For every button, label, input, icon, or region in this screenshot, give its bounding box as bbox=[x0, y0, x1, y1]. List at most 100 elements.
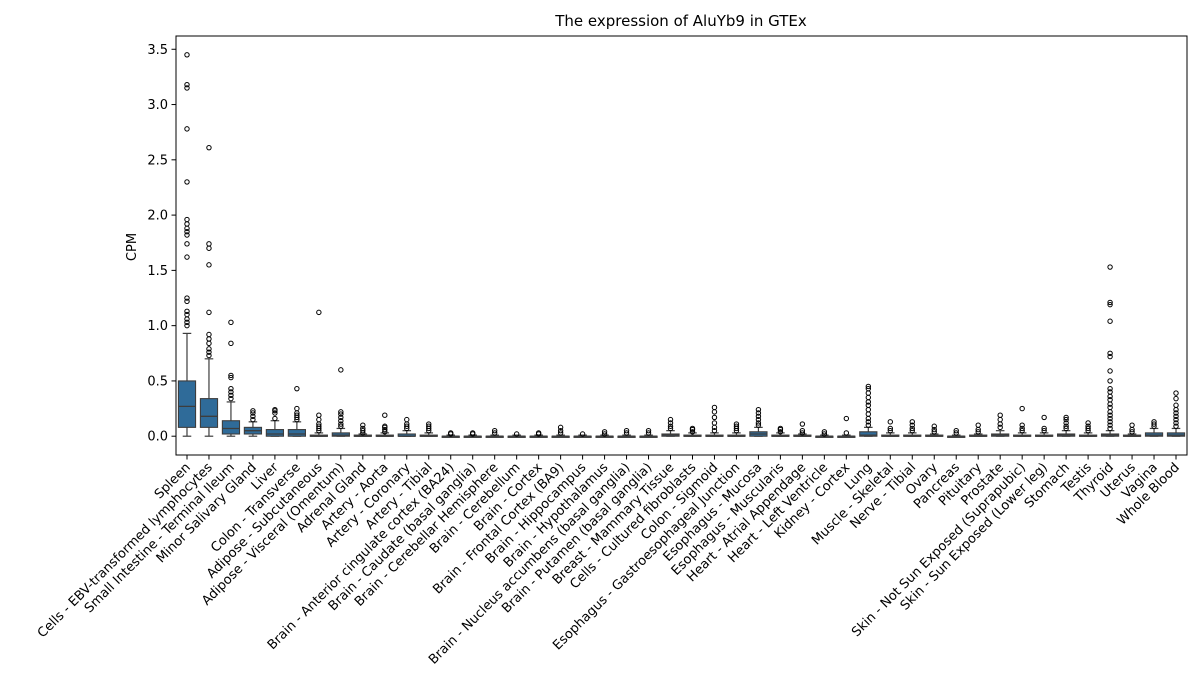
x-tick-label: Cells - EBV-transformed lymphocytes bbox=[35, 460, 216, 641]
outlier-point bbox=[206, 331, 212, 338]
outlier-point bbox=[997, 424, 1003, 431]
outlier-point bbox=[206, 346, 212, 352]
y-axis: 0.0 0.5 1.0 1.5 2.0 2.5 3.0 3.5 bbox=[147, 43, 176, 445]
outlier-point bbox=[382, 426, 388, 433]
box-group bbox=[309, 309, 328, 437]
outlier-point bbox=[711, 427, 718, 434]
outlier-point bbox=[491, 430, 498, 436]
outlier-point bbox=[887, 425, 893, 432]
outlier-point bbox=[228, 392, 234, 399]
outlier-point bbox=[645, 427, 652, 434]
outlier-point bbox=[184, 52, 190, 58]
outlier-point bbox=[931, 429, 937, 435]
outlier-point bbox=[1063, 416, 1069, 423]
outlier-point bbox=[865, 390, 872, 396]
box-group bbox=[749, 406, 768, 437]
box-group bbox=[419, 421, 438, 437]
outlier-point bbox=[865, 402, 872, 408]
box-group bbox=[793, 421, 812, 437]
box bbox=[221, 420, 241, 435]
outlier-point bbox=[338, 367, 344, 373]
y-tick-label: 0.0 bbox=[147, 430, 168, 445]
outlier-point bbox=[821, 429, 828, 435]
y-tick-label: 0.5 bbox=[147, 374, 168, 389]
outlier-point bbox=[1107, 389, 1113, 395]
outlier-point bbox=[623, 430, 630, 436]
box-group bbox=[903, 419, 922, 437]
box-group bbox=[221, 319, 241, 437]
box-group bbox=[177, 52, 197, 437]
outlier-point bbox=[316, 416, 322, 423]
box-group bbox=[881, 419, 900, 437]
box-group bbox=[1100, 264, 1120, 437]
outlier-point bbox=[535, 430, 542, 436]
outlier-point bbox=[250, 416, 256, 423]
box-group bbox=[353, 422, 372, 437]
outlier-point bbox=[711, 409, 718, 415]
outlier-point bbox=[887, 419, 893, 425]
outlier-point bbox=[1173, 420, 1179, 426]
box-group bbox=[991, 412, 1010, 437]
y-tick-label: 2.0 bbox=[147, 209, 168, 224]
outlier-point bbox=[1063, 425, 1069, 432]
outlier-point bbox=[206, 336, 212, 342]
outlier-point bbox=[821, 431, 828, 437]
outlier-point bbox=[865, 411, 872, 417]
outlier-point bbox=[909, 425, 915, 432]
box-group bbox=[771, 425, 790, 437]
outlier-point bbox=[404, 423, 410, 429]
chart-title: The expression of AluYb9 in GTEx bbox=[554, 12, 807, 30]
outlier-point bbox=[206, 352, 212, 359]
outlier-point bbox=[272, 415, 278, 422]
outlier-point bbox=[470, 430, 476, 436]
outlier-point bbox=[1041, 427, 1047, 434]
outlier-point bbox=[1107, 404, 1113, 411]
outlier-point bbox=[184, 308, 190, 314]
outlier-point bbox=[667, 425, 674, 432]
outlier-point bbox=[865, 394, 872, 401]
box-group bbox=[1078, 420, 1098, 437]
box-group bbox=[705, 404, 724, 437]
outlier-point bbox=[667, 423, 674, 429]
box-group bbox=[925, 423, 944, 437]
outlier-point bbox=[426, 423, 432, 429]
outlier-point bbox=[250, 408, 256, 414]
box-group bbox=[1122, 422, 1142, 437]
outlier-point bbox=[228, 319, 234, 326]
box-group bbox=[265, 406, 285, 437]
outlier-point bbox=[206, 340, 212, 347]
outlier-point bbox=[184, 319, 190, 326]
outlier-point bbox=[1173, 423, 1179, 429]
y-axis-label: CPM bbox=[125, 233, 140, 261]
outlier-point bbox=[667, 416, 674, 423]
box-group bbox=[375, 412, 394, 437]
box bbox=[287, 429, 307, 437]
box-group bbox=[727, 421, 746, 437]
outlier-point bbox=[250, 413, 256, 420]
y-tick-label: 3.5 bbox=[147, 43, 168, 58]
outlier-point bbox=[601, 429, 608, 435]
outlier-point bbox=[206, 349, 212, 355]
outlier-point bbox=[755, 410, 762, 416]
box-group bbox=[507, 431, 526, 438]
outlier-point bbox=[184, 81, 190, 88]
outlier-point bbox=[206, 262, 212, 268]
box-group bbox=[331, 367, 350, 437]
outlier-point bbox=[667, 420, 674, 426]
outlier-point bbox=[228, 389, 234, 395]
box-group bbox=[1056, 414, 1076, 437]
outlier-point bbox=[184, 241, 190, 247]
y-tick-label: 1.5 bbox=[147, 264, 168, 279]
outlier-point bbox=[1107, 425, 1113, 432]
outlier-point bbox=[843, 415, 850, 422]
y-tick-label: 3.0 bbox=[147, 98, 168, 113]
outlier-point bbox=[1129, 429, 1135, 435]
outlier-point bbox=[316, 423, 322, 429]
box-group bbox=[397, 416, 416, 437]
plot-area bbox=[175, 35, 1188, 456]
outlier-point bbox=[1151, 419, 1157, 425]
outlier-point bbox=[865, 385, 872, 392]
box-group bbox=[837, 415, 856, 438]
outlier-point bbox=[711, 414, 718, 421]
outlier-point bbox=[623, 427, 630, 434]
